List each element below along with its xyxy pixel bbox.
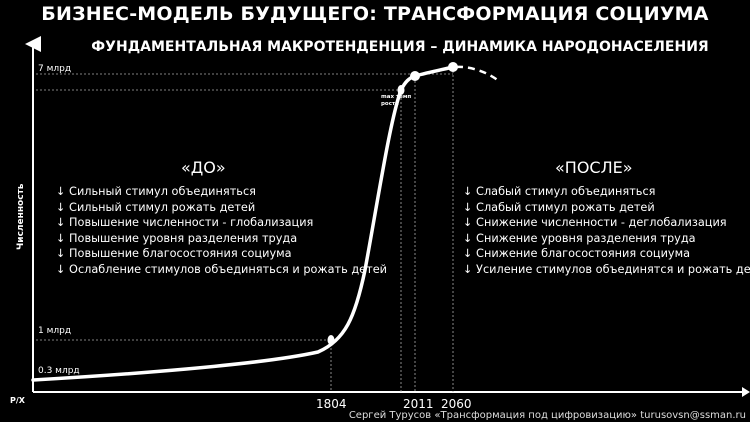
max-growth-annotation: max темп роста xyxy=(381,94,413,107)
list-item: ↓ Усиление стимулов объединятся и рожать… xyxy=(463,262,750,276)
annotation-line-2: роста xyxy=(381,101,399,107)
point-2060 xyxy=(448,62,458,72)
list-item: ↓ Повышение уровня разделения труда xyxy=(56,231,298,245)
y-tick-03bn: 0.3 млрд xyxy=(38,366,80,376)
after-heading: «ПОСЛЕ» xyxy=(555,158,633,177)
point-1804 xyxy=(327,335,335,345)
list-item: ↓ Снижение благосостояния социума xyxy=(463,247,691,260)
after-list: ↓ Слабый стимул объединяться ↓ Слабый ст… xyxy=(463,184,750,277)
list-item: ↓ Ослабление стимулов объединяться и рож… xyxy=(56,262,387,276)
chart-subtitle: ФУНДАМЕНТАЛЬНАЯ МАКРОТЕНДЕНЦИЯ – ДИНАМИК… xyxy=(91,39,709,55)
before-heading: «ДО» xyxy=(181,158,226,177)
projection-dashed xyxy=(455,65,501,83)
footer-credit: Сергей Турусов «Трансформация под цифров… xyxy=(348,410,746,421)
list-item: ↓ Слабый стимул рожать детей xyxy=(463,200,655,214)
x-tick-2011: 2011 xyxy=(403,397,434,411)
point-2011 xyxy=(410,71,420,81)
point-max-growth xyxy=(397,85,405,95)
annotation-line-1: max темп xyxy=(381,94,411,100)
list-item: ↓ Снижение численности - деглобализация xyxy=(463,216,727,229)
list-item: ↓ Слабый стимул объединяться xyxy=(463,185,656,198)
y-tick-7bn: 7 млрд xyxy=(38,64,71,74)
y-axis-label: Численность xyxy=(16,183,26,250)
x-tick-1804: 1804 xyxy=(316,397,347,411)
list-item: ↓ Сильный стимул объединяться xyxy=(56,185,256,198)
page-title: БИЗНЕС-МОДЕЛЬ БУДУЩЕГО: ТРАНСФОРМАЦИЯ СО… xyxy=(41,3,709,25)
list-item: ↓ Снижение уровня разделения труда xyxy=(463,231,696,245)
list-item: ↓ Повышение численности - глобализация xyxy=(56,216,314,229)
x-axis-arrow xyxy=(742,387,750,397)
before-list: ↓ Сильный стимул объединяться ↓ Сильный … xyxy=(56,184,387,277)
x-axis-label: P/X xyxy=(10,396,26,405)
y-tick-1bn: 1 млрд xyxy=(38,326,71,336)
list-item: ↓ Повышение благосостояния социума xyxy=(56,247,292,260)
x-tick-2060: 2060 xyxy=(441,397,472,411)
list-item: ↓ Сильный стимул рожать детей xyxy=(56,200,256,214)
